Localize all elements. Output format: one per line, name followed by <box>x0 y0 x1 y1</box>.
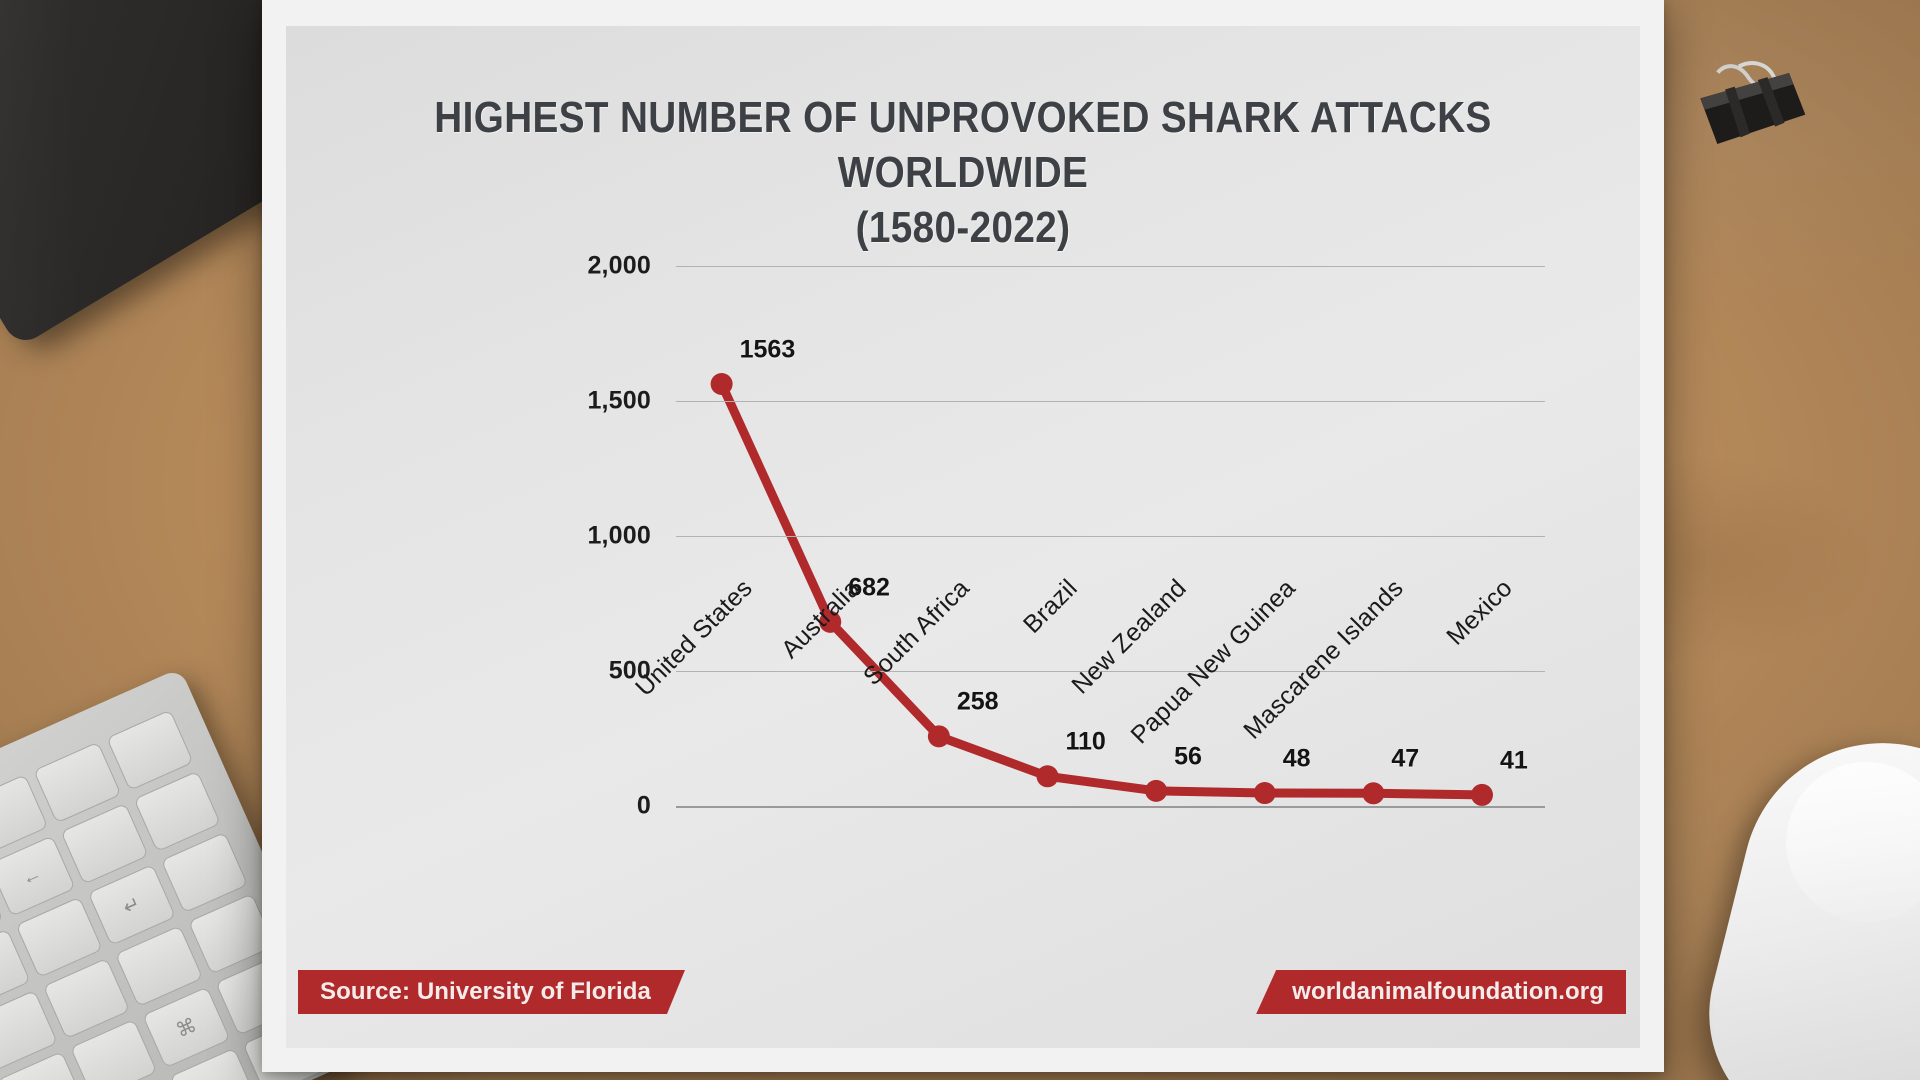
website-ribbon[interactable]: worldanimalfoundation.org <box>1256 970 1626 1014</box>
y-axis-tick: 500 <box>608 656 651 685</box>
y-axis-tick: 1,000 <box>587 521 651 550</box>
data-point-marker[interactable] <box>1036 765 1059 788</box>
data-point-marker[interactable] <box>1145 779 1168 802</box>
chart-title-block: HIGHEST NUMBER OF UNPROVOKED SHARK ATTAC… <box>286 26 1640 255</box>
printed-chart-paper: HIGHEST NUMBER OF UNPROVOKED SHARK ATTAC… <box>262 0 1664 1072</box>
data-point-marker[interactable] <box>819 610 842 633</box>
data-point-label: 258 <box>956 687 999 716</box>
data-point-marker[interactable] <box>1470 783 1493 806</box>
data-point-marker[interactable] <box>1253 782 1276 805</box>
plot-area: 0 500 1,000 1,500 2,000 1563 682 258 110 56 48 47 4… <box>286 252 1640 820</box>
data-point-marker[interactable] <box>927 725 950 748</box>
binder-clip <box>1683 46 1827 157</box>
data-point-label: 48 <box>1282 744 1311 773</box>
computer-mouse <box>1683 713 1920 1080</box>
y-axis-tick: 1,500 <box>587 386 651 415</box>
y-axis-tick: 0 <box>636 791 651 820</box>
chart-subtitle: (1580-2022) <box>855 203 1071 252</box>
x-axis-category-labels: United States Australia South Africa Brazil… <box>630 574 1545 794</box>
gridline <box>676 401 1545 402</box>
data-point-label: 41 <box>1499 746 1528 775</box>
data-point-label: 56 <box>1174 742 1202 771</box>
gridlines-and-series: 1563 682 258 110 56 48 47 41 <box>676 266 1545 808</box>
x-axis-category-label: Australia <box>776 574 867 664</box>
source-label: Source: University of Florida <box>320 978 651 1005</box>
chart-card: HIGHEST NUMBER OF UNPROVOKED SHARK ATTAC… <box>286 26 1640 1048</box>
chart-title: HIGHEST NUMBER OF UNPROVOKED SHARK ATTAC… <box>434 93 1492 197</box>
data-point-label: 47 <box>1391 744 1420 773</box>
source-ribbon: Source: University of Florida <box>298 970 685 1014</box>
x-axis-category-label: South Africa <box>857 574 975 691</box>
gridline <box>676 671 1545 672</box>
data-point-label: 110 <box>1065 727 1106 756</box>
x-axis-category-label: Brazil <box>1018 574 1084 639</box>
y-axis-tick: 2,000 <box>587 251 651 280</box>
x-axis-category-label: Mexico <box>1441 574 1518 651</box>
website-label: worldanimalfoundation.org <box>1292 978 1604 1005</box>
y-axis-tick-labels: 0 500 1,000 1,500 2,000 <box>521 252 651 820</box>
gridline <box>676 536 1545 537</box>
data-point-label: 1563 <box>739 335 796 364</box>
gridline <box>676 806 1545 808</box>
series-line <box>717 379 1487 800</box>
data-point-marker[interactable] <box>710 372 733 395</box>
binder-clip-icon <box>1700 61 1806 144</box>
line-series <box>710 372 1493 806</box>
data-point-marker[interactable] <box>1362 782 1385 805</box>
data-point-label: 682 <box>848 573 890 602</box>
gridline <box>676 266 1545 267</box>
